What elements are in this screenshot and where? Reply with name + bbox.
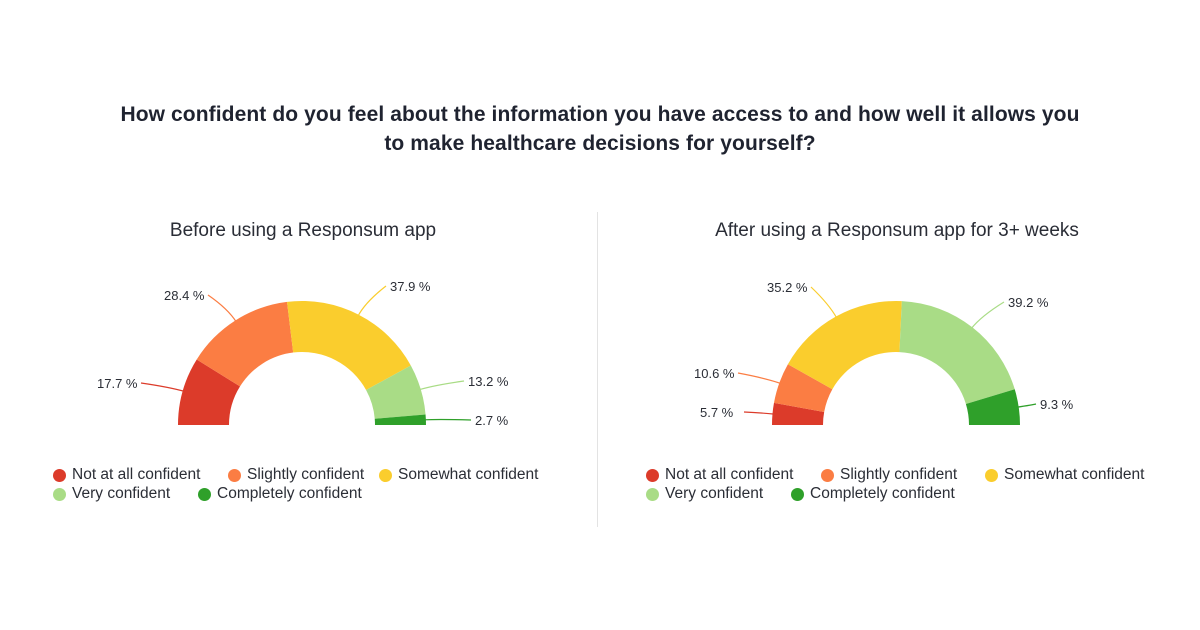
data-label: 10.6 % — [694, 366, 735, 381]
legend-label: Not at all confident — [665, 466, 794, 483]
data-label: 37.9 % — [390, 279, 431, 294]
legend-dot-icon — [228, 468, 241, 482]
leader-line — [357, 285, 387, 317]
leader-line — [810, 286, 838, 319]
leader-line — [743, 411, 775, 415]
legend-item: Slightly confident — [228, 466, 364, 484]
legend-label: Completely confident — [217, 485, 362, 502]
divider — [597, 212, 598, 527]
legend-item: Somewhat confident — [379, 466, 538, 484]
leader-line — [1016, 403, 1037, 408]
legend-item: Very confident — [646, 485, 763, 503]
legend-dot-icon — [53, 468, 66, 482]
legend-item: Completely confident — [198, 485, 362, 503]
slice-completely-confident — [965, 389, 1020, 425]
legend-dot-icon — [646, 468, 659, 482]
leader-line — [207, 294, 237, 323]
data-label: 28.4 % — [164, 288, 205, 303]
data-label: 2.7 % — [475, 413, 509, 428]
data-label: 5.7 % — [700, 405, 734, 420]
legend-label: Somewhat confident — [398, 466, 539, 483]
slice-very-confident — [366, 365, 426, 419]
slice-slightly-confident — [773, 364, 833, 412]
legend-item: Somewhat confident — [985, 466, 1144, 484]
legend-label: Somewhat confident — [1004, 466, 1145, 483]
slice-completely-confident — [374, 414, 426, 425]
legend-dot-icon — [53, 487, 66, 501]
data-label: 17.7 % — [97, 376, 138, 391]
leader-line — [418, 380, 465, 391]
legend-label: Not at all confident — [72, 466, 201, 483]
title-line-1: How confident do you feel about the info… — [120, 103, 1080, 126]
legend-label: Very confident — [72, 485, 171, 502]
data-label: 35.2 % — [767, 280, 808, 295]
legend-dot-icon — [646, 487, 659, 501]
legend-dot-icon — [821, 468, 834, 482]
title-line-2: to make healthcare decisions for yoursel… — [384, 132, 816, 155]
slice-very-confident — [899, 301, 1015, 404]
legend-item: Very confident — [53, 485, 170, 503]
slice-slightly-confident — [196, 301, 294, 387]
legend-label: Very confident — [665, 485, 764, 502]
legend-dot-icon — [791, 487, 804, 501]
after-chart-title: After using a Responsum app for 3+ weeks — [715, 220, 1079, 241]
data-label: 9.3 % — [1040, 397, 1074, 412]
leader-line — [140, 382, 185, 393]
chart-title: How confident do you feel about the info… — [0, 100, 1200, 158]
legend-item: Not at all confident — [646, 466, 793, 484]
leader-line — [737, 372, 782, 385]
slice-not-at-all-confident — [772, 402, 825, 425]
data-label: 13.2 % — [468, 374, 509, 389]
slice-somewhat-confident — [787, 301, 902, 390]
legend-dot-icon — [985, 468, 998, 482]
slice-somewhat-confident — [287, 301, 411, 391]
before-chart-title: Before using a Responsum app — [169, 220, 437, 241]
legend-dot-icon — [198, 487, 211, 501]
legend-item: Completely confident — [791, 485, 955, 503]
legend-item: Slightly confident — [821, 466, 957, 484]
legend-dot-icon — [379, 468, 392, 482]
legend-item: Not at all confident — [53, 466, 200, 484]
legend-label: Slightly confident — [247, 466, 365, 483]
leader-line — [970, 301, 1005, 330]
legend-label: Completely confident — [810, 485, 955, 502]
slice-not-at-all-confident — [178, 359, 241, 425]
data-label: 39.2 % — [1008, 295, 1049, 310]
legend-label: Slightly confident — [840, 466, 958, 483]
